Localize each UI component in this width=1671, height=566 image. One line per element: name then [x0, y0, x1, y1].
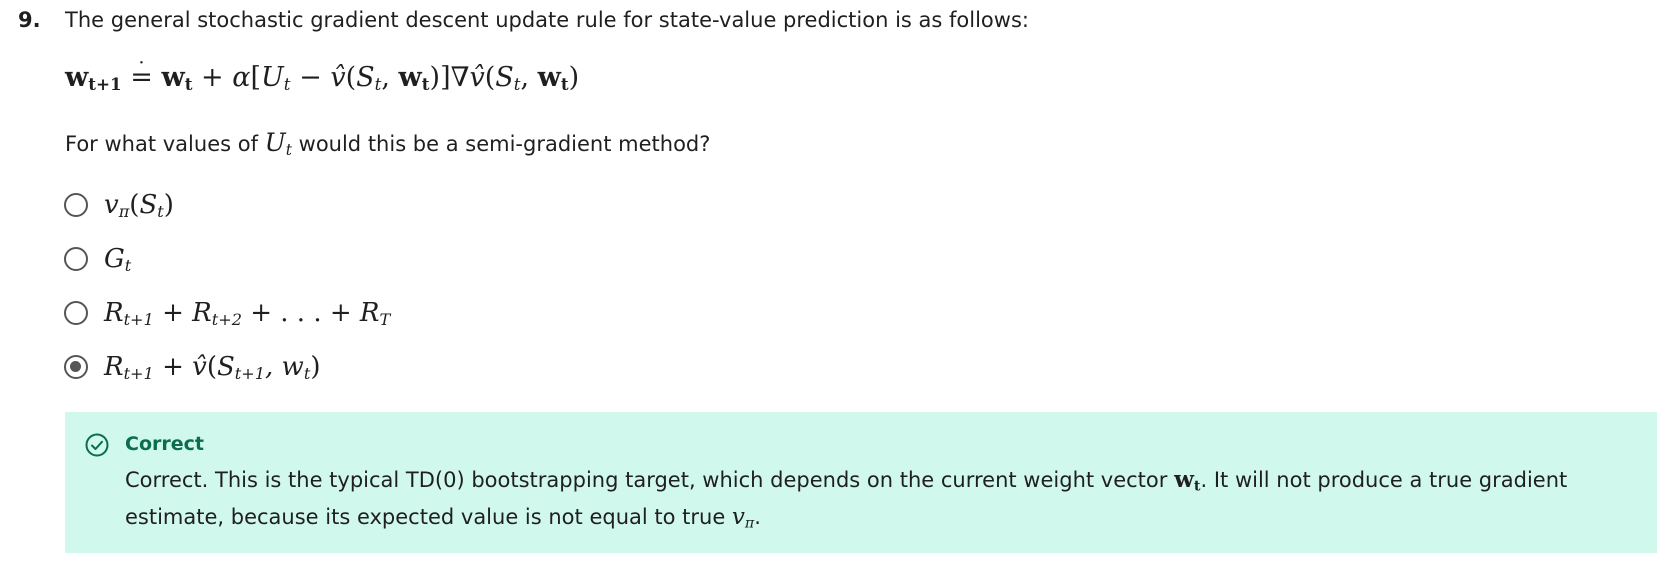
prompt-before: For what values of — [65, 132, 265, 156]
feedback-text-after: . — [754, 505, 761, 529]
question-prompt: For what values of Ut would this be a se… — [65, 128, 711, 159]
feedback-text-middle: . It will not produce a true gradient es… — [125, 468, 1568, 529]
feedback-correct: Correct Correct. This is the typical TD(… — [65, 412, 1657, 553]
prompt-math-ut: Ut — [264, 128, 292, 159]
feedback-text: Correct. This is the typical TD(0) boots… — [125, 461, 1635, 536]
option-label-g: Gt — [104, 244, 132, 276]
radio-icon[interactable] — [64, 301, 88, 325]
feedback-title: Correct — [125, 433, 204, 455]
radio-selected-icon[interactable] — [64, 355, 88, 379]
option-label-td0: Rt+1 + v̂(St+1, wt) — [104, 352, 321, 384]
feedback-math-vpi: vπ — [731, 504, 755, 532]
question-number: 9. — [18, 8, 41, 32]
check-circle-icon — [85, 433, 109, 457]
feedback-math-wt: wt — [1174, 466, 1201, 495]
option-g[interactable]: Gt — [64, 242, 131, 276]
option-td0[interactable]: Rt+1 + v̂(St+1, wt) — [64, 350, 320, 384]
radio-icon[interactable] — [64, 193, 88, 217]
feedback-text-before: Correct. This is the typical TD(0) boots… — [125, 468, 1175, 492]
radio-icon[interactable] — [64, 247, 88, 271]
option-vpi[interactable]: vπ(St) — [64, 188, 174, 222]
prompt-after: would this be a semi-gradient method? — [291, 132, 711, 156]
option-label-r-sum: Rt+1 + Rt+2 + . . . + RT — [104, 298, 391, 330]
update-rule-formula: wt+1 = · wt + α[Ut − v̂(St, wt)]∇v̂(St, w… — [65, 51, 580, 95]
option-r-sum[interactable]: Rt+1 + Rt+2 + . . . + RT — [64, 296, 390, 330]
question-text: The general stochastic gradient descent … — [65, 8, 1029, 32]
option-label-vpi: vπ(St) — [104, 190, 174, 222]
